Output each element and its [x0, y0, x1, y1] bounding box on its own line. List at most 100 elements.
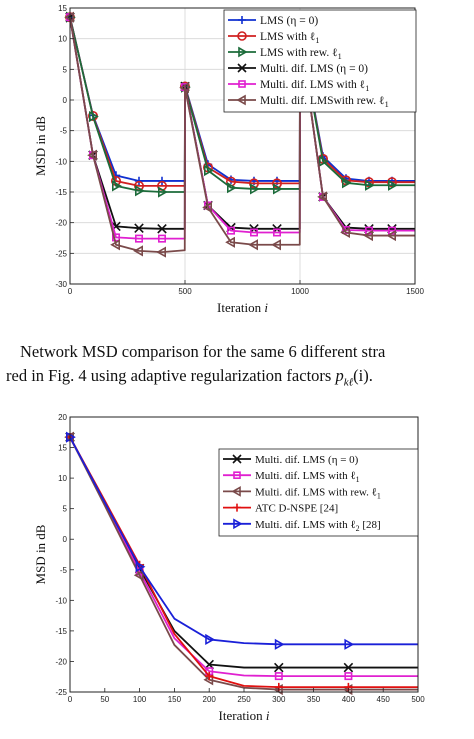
- data-point: [238, 16, 246, 24]
- data-point: [236, 94, 246, 106]
- data-point: [89, 110, 99, 123]
- x-tick-label: 400: [342, 695, 356, 704]
- data-point: [363, 229, 373, 242]
- y-tick-label: 10: [58, 474, 67, 483]
- data-point: [135, 234, 144, 243]
- legend-label: LMS with ℓ1: [260, 31, 320, 45]
- data-point: [133, 245, 143, 257]
- y-tick-label: 5: [63, 505, 68, 514]
- x-tick-label: 100: [133, 695, 147, 704]
- x-tick-label: 1000: [291, 287, 309, 296]
- data-point: [274, 662, 284, 673]
- legend-label: Multi. dif. LMS with ℓ1: [260, 79, 369, 93]
- data-point: [135, 185, 145, 197]
- legend-entry: LMS (η = 0): [228, 15, 318, 27]
- data-point: [317, 191, 327, 203]
- y-tick-label: -10: [55, 157, 67, 166]
- data-point: [273, 183, 283, 195]
- data-point: [343, 662, 354, 673]
- caption-math-sub: kℓ: [343, 376, 354, 389]
- x-axis-label: Iteration i: [219, 708, 270, 723]
- x-tick-label: 50: [100, 695, 109, 704]
- legend-entry: Multi. dif. LMSwith rew. ℓ1: [228, 94, 389, 109]
- data-point: [340, 226, 350, 239]
- data-point: [344, 672, 353, 681]
- tick-labels: 0 50 100 150 200 250 300 350 400 450 50020151050-5…: [55, 413, 425, 704]
- data-point: [271, 239, 281, 251]
- y-tick-label: -10: [55, 596, 67, 605]
- data-point: [363, 177, 374, 188]
- legend-box: [218, 448, 419, 537]
- series-line: [69, 436, 418, 691]
- x-tick-label: 0: [68, 287, 73, 296]
- data-point: [205, 671, 214, 681]
- x-tick-label: 150: [168, 695, 182, 704]
- data-point: [157, 224, 167, 234]
- x-tick-label: 250: [237, 695, 251, 704]
- data-point: [272, 228, 281, 237]
- y-tick-label: 20: [58, 413, 67, 422]
- series-line: [69, 436, 418, 678]
- series-line: [69, 436, 418, 646]
- data-point: [231, 486, 241, 497]
- legend-label: Multi. dif. LMS with ℓ2 [28]: [255, 519, 381, 533]
- data-point: [158, 234, 167, 243]
- x-tick-label: 500: [411, 695, 425, 704]
- legend-entry: Multi. dif. LMS with rew. ℓ1: [223, 486, 381, 500]
- data-point: [319, 155, 329, 167]
- data-point: [205, 633, 216, 646]
- y-tick-label: 0: [63, 96, 68, 105]
- chart-1: 0 500 1000 1500 15 10 5 0 -5 -10 -15 -20 -25 -30 Itera…: [33, 4, 424, 315]
- x-tick-label: 300: [272, 695, 286, 704]
- legend-entry: Multi. dif. LMS (η = 0): [228, 63, 368, 75]
- y-tick-label: 15: [58, 4, 67, 13]
- data-point: [238, 80, 246, 88]
- data-point: [249, 178, 260, 189]
- legend-entry: Multi. dif. LMS with ℓ2 [28]: [223, 518, 381, 533]
- data-point: [233, 503, 241, 512]
- data-point: [112, 233, 121, 242]
- data-point: [342, 177, 352, 189]
- y-tick-label: -15: [55, 627, 67, 636]
- data-point: [204, 164, 214, 177]
- legend: Multi. dif. LMS (η = 0) Multi. dif. LMS w…: [218, 448, 419, 537]
- legend-entry: Multi. dif. LMS (η = 0): [223, 454, 359, 466]
- data-point: [238, 46, 248, 58]
- legend-entry: LMS with ℓ1: [228, 31, 320, 45]
- data-point: [344, 638, 355, 650]
- y-tick-label: -5: [60, 127, 68, 136]
- legend-entry: LMS with rew. ℓ1: [228, 46, 342, 61]
- legend-label: Multi. dif. LMSwith rew. ℓ1: [260, 95, 389, 109]
- caption-math-end: (i).: [353, 366, 373, 385]
- data-point: [135, 561, 146, 573]
- caption-line-2-text: red in Fig. 4 using adaptive regularizat…: [6, 366, 336, 385]
- data-point: [271, 178, 282, 189]
- data-point: [133, 569, 144, 581]
- y-axis-label: MSD in dB: [33, 524, 48, 584]
- data-point: [250, 183, 260, 195]
- legend-label: Multi. dif. LMS (η = 0): [255, 454, 359, 466]
- axes-frame: [69, 7, 416, 285]
- data-point: [203, 162, 214, 173]
- legend-box: [223, 9, 417, 113]
- data-point: [232, 454, 242, 464]
- y-tick-label: -25: [55, 688, 67, 697]
- legend-label: Multi. dif. LMS (η = 0): [260, 63, 368, 75]
- legend-label: LMS with rew. ℓ1: [260, 47, 342, 61]
- y-tick-label: 5: [63, 65, 68, 74]
- legend-label: Multi. dif. LMS with ℓ1: [255, 470, 360, 484]
- data-point: [250, 228, 259, 237]
- data-point: [179, 82, 189, 94]
- y-tick-label: 10: [58, 35, 67, 44]
- data-point: [386, 229, 396, 242]
- caption-line-2: red in Fig. 4 using adaptive regularizat…: [6, 364, 474, 394]
- data-point: [388, 179, 398, 191]
- y-tick-label: -25: [55, 249, 67, 258]
- x-tick-label: 500: [178, 287, 192, 296]
- x-tick-label: 0: [68, 695, 73, 704]
- x-tick-label: 200: [203, 695, 217, 704]
- legend-entry: ATC D-NSPE [24]: [223, 503, 338, 515]
- y-tick-label: -30: [55, 280, 67, 289]
- data-point: [386, 177, 397, 188]
- x-tick-label: 350: [307, 695, 321, 704]
